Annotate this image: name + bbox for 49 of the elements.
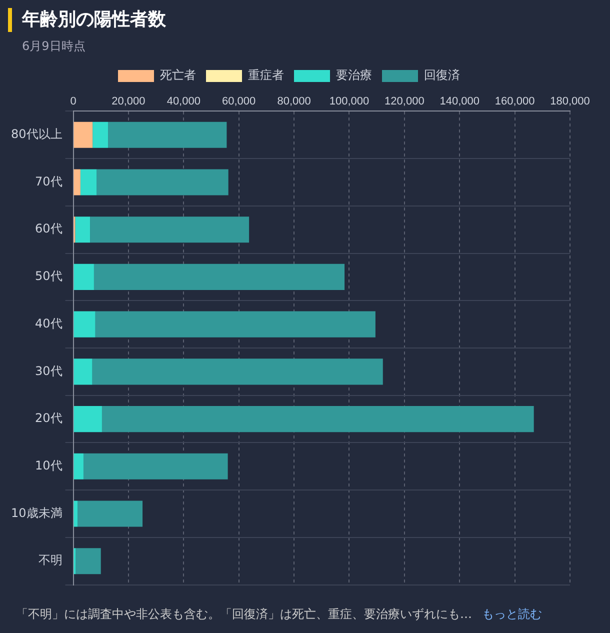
x-tick-label: 180,000 <box>550 96 590 108</box>
y-tick-label: 50代 <box>34 269 62 284</box>
x-tick-label: 60,000 <box>222 96 256 108</box>
legend-label: 要治療 <box>336 68 372 82</box>
legend-label: 死亡者 <box>160 68 196 82</box>
bar <box>74 500 78 527</box>
bar <box>94 264 345 290</box>
bar <box>76 548 101 574</box>
x-tick-label: 40,000 <box>166 96 200 108</box>
y-tick-label: 60代 <box>34 222 62 236</box>
bar <box>74 169 80 196</box>
legend-label: 回復済 <box>424 68 460 82</box>
y-tick-label: 80代以上 <box>10 127 62 142</box>
x-tick-label: 80,000 <box>277 96 311 108</box>
bar <box>74 264 94 290</box>
x-tick-label: 100,000 <box>329 96 370 108</box>
y-tick-label: 10代 <box>34 458 62 473</box>
bar <box>92 122 108 148</box>
text: 「不明」には調査中や非公表も含む。「回復済」は死亡、重症、要治療いずれにも… <box>16 607 472 621</box>
y-tick-label: 30代 <box>34 364 62 378</box>
x-tick-label: 120,000 <box>384 96 424 108</box>
bar <box>95 311 376 338</box>
bar <box>90 216 250 243</box>
chart-subtitle: 6月9日時点 <box>22 38 86 55</box>
bar <box>102 406 534 432</box>
y-tick-label: 40代 <box>34 316 62 330</box>
bar <box>108 122 227 148</box>
bar <box>74 406 102 432</box>
bar <box>92 358 383 385</box>
y-tick-label: 20代 <box>34 411 62 426</box>
x-tick-label: 0 <box>70 96 76 108</box>
bar <box>74 453 84 480</box>
bar <box>80 169 97 196</box>
bar <box>74 358 92 385</box>
bar <box>74 122 93 148</box>
bar <box>74 311 96 338</box>
y-tick-label: 10歳未満 <box>10 506 62 520</box>
y-tick-label: 70代 <box>34 174 62 188</box>
bar <box>75 216 90 243</box>
x-tick-label: 160,000 <box>494 96 535 108</box>
x-tick-label: 20,000 <box>112 96 146 108</box>
y-tick-label: 不明 <box>38 553 62 568</box>
bar <box>96 169 228 196</box>
legend-label: 重症者 <box>248 68 284 82</box>
bar <box>78 500 143 527</box>
bar <box>83 453 228 480</box>
chart-title: 年齢別の陽性者数 <box>22 8 166 32</box>
text: もっと読む <box>482 607 542 621</box>
x-tick-label: 140,000 <box>440 96 480 108</box>
